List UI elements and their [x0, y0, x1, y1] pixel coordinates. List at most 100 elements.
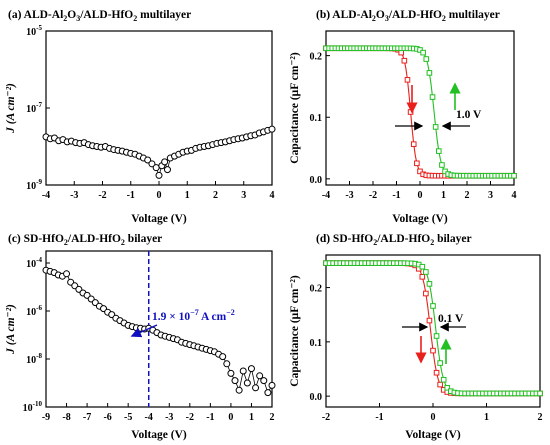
data-point	[152, 164, 160, 172]
panel-a-plot-frame	[45, 30, 273, 186]
panel-c-x-ticks: -9 -8 -7 -6 -5 -4 -3 -2 -1 0 1 2	[42, 403, 275, 423]
cv-data-point	[429, 94, 436, 100]
cv-data-point	[423, 56, 430, 62]
cv-data-point	[430, 303, 436, 309]
panel-c: (c) SD-HfO2/ALD-HfO2 bilayer -9 -8 -7 -6 -5-…	[5, 233, 276, 441]
data-point	[227, 369, 235, 377]
cv-data-point	[433, 333, 440, 339]
data-point	[268, 125, 276, 133]
cv-data-point	[511, 172, 517, 179]
data-point	[63, 270, 71, 278]
data-point	[256, 372, 264, 380]
data-point	[264, 389, 272, 397]
panel-b: (b) ALD-Al2O3/ALD-HfO2 multilayer -4 -3 -2…	[289, 9, 517, 225]
y-tick-label: 0.2	[310, 284, 323, 295]
x-tick-label: -2	[369, 190, 377, 201]
cv-curve	[326, 47, 514, 177]
data-point	[239, 367, 247, 375]
data-point	[247, 365, 255, 373]
x-tick-label: 2	[270, 412, 275, 423]
panel-c-y-axis-label: J (A cm⁻²)	[5, 304, 17, 355]
data-point	[155, 171, 163, 179]
x-tick-label: -1	[206, 412, 214, 423]
data-point	[219, 353, 227, 361]
x-tick-label: -1	[392, 190, 400, 201]
cv-data-point	[423, 269, 429, 275]
x-tick-label: 1	[185, 190, 190, 201]
cv-data-point	[432, 124, 439, 130]
cv-data-point	[404, 77, 411, 83]
panel-d-x-axis-label: Voltage (V)	[405, 429, 461, 441]
cv-data-point	[439, 162, 445, 168]
cv-data-point	[433, 369, 440, 376]
x-tick-label: -1	[375, 412, 383, 423]
cv-data-point	[426, 281, 433, 287]
panel-d-y-axis-label: Capacitance (μF cm⁻²)	[289, 275, 301, 387]
panel-b-y-ticks: 0.0 0.1 0.2	[310, 52, 330, 186]
cv-data-point	[537, 390, 543, 397]
x-tick-label: -4	[322, 190, 330, 201]
x-tick-label: 3	[241, 190, 246, 201]
panel-b-x-axis-label: Voltage (V)	[392, 213, 448, 225]
x-tick-label: -8	[62, 412, 70, 423]
y-tick-label: 10-6	[26, 304, 42, 318]
cv-data-point	[401, 57, 408, 64]
cv-data-point	[419, 263, 426, 270]
x-tick-label: 1	[249, 412, 254, 423]
x-tick-label: -3	[70, 190, 78, 201]
panel-a-y-ticks: 10-5 10-7 10-9	[26, 24, 50, 192]
y-tick-label: 10-9	[26, 178, 42, 192]
panel-c-x-axis-label: Voltage (V)	[131, 429, 187, 441]
cv-data-point	[437, 360, 443, 366]
panel-c-plot-frame	[45, 250, 273, 408]
cv-data-point	[410, 141, 417, 147]
panel-b-plot-frame	[325, 30, 515, 186]
x-tick-label: 0	[418, 190, 423, 201]
data-point	[268, 381, 276, 389]
x-tick-label: -2	[322, 412, 330, 423]
panel-b-y-axis-label: Capacitance (μF cm⁻²)	[289, 52, 301, 164]
cv-curve	[326, 262, 540, 394]
panel-a-title: (a) ALD-Al2O3/ALD-HfO2 multilayer	[8, 9, 191, 23]
cv-data-point	[440, 376, 447, 383]
data-point	[144, 156, 152, 164]
y-tick-label: 10-7	[26, 101, 42, 115]
panel-a-x-ticks: -4 -3 -2 -1 0 1 2 3 4	[42, 181, 275, 201]
x-tick-label: -2	[98, 190, 106, 201]
x-tick-label: 2	[213, 190, 218, 201]
cv-data-point	[436, 148, 442, 154]
x-tick-label: 0	[431, 412, 436, 423]
x-tick-label: 1	[484, 412, 489, 423]
x-tick-label: -2	[186, 412, 194, 423]
x-tick-label: -3	[165, 412, 173, 423]
panel-c-annotation-arrow	[130, 324, 158, 338]
cv-data-point	[423, 290, 429, 297]
x-tick-label: -1	[127, 190, 135, 201]
data-point	[260, 377, 268, 385]
x-tick-label: 2	[465, 190, 470, 201]
x-tick-label: 0	[228, 412, 233, 423]
x-tick-label: 2	[538, 412, 543, 423]
panel-a-data	[42, 125, 276, 179]
panel-b-title: (b) ALD-Al2O3/ALD-HfO2 multilayer	[316, 9, 500, 23]
panel-b-x-ticks: -4 -3 -2 -1 0 1 2 3 4	[322, 181, 517, 201]
data-point	[243, 379, 251, 387]
panel-c-annotation: 1.9 × 10−7 A cm−2	[152, 308, 235, 323]
panel-a-y-axis-label: J (A cm⁻²)	[5, 83, 17, 134]
x-tick-label: -3	[345, 190, 353, 201]
x-tick-label: 1	[441, 190, 446, 201]
panel-d: (d) SD-HfO2/ALD-HfO2 bilayer -2 -1 0 1 2 0.0…	[289, 233, 543, 441]
panel-a-x-axis-label: Voltage (V)	[131, 213, 187, 225]
cv-curve	[326, 262, 540, 394]
y-tick-label: 10-8	[26, 352, 42, 366]
panel-d-plot-frame	[325, 254, 541, 408]
data-point	[235, 386, 243, 394]
data-point	[223, 360, 231, 368]
x-tick-label: -5	[124, 412, 132, 423]
y-tick-label: 10-4	[26, 256, 42, 270]
y-tick-label: 0.1	[310, 338, 323, 349]
y-tick-label: 10-5	[26, 24, 42, 38]
panel-c-title: (c) SD-HfO2/ALD-HfO2 bilayer	[8, 233, 162, 247]
panel-b-data	[323, 45, 517, 179]
panel-d-x-ticks: -2 -1 0 1 2	[322, 403, 543, 423]
